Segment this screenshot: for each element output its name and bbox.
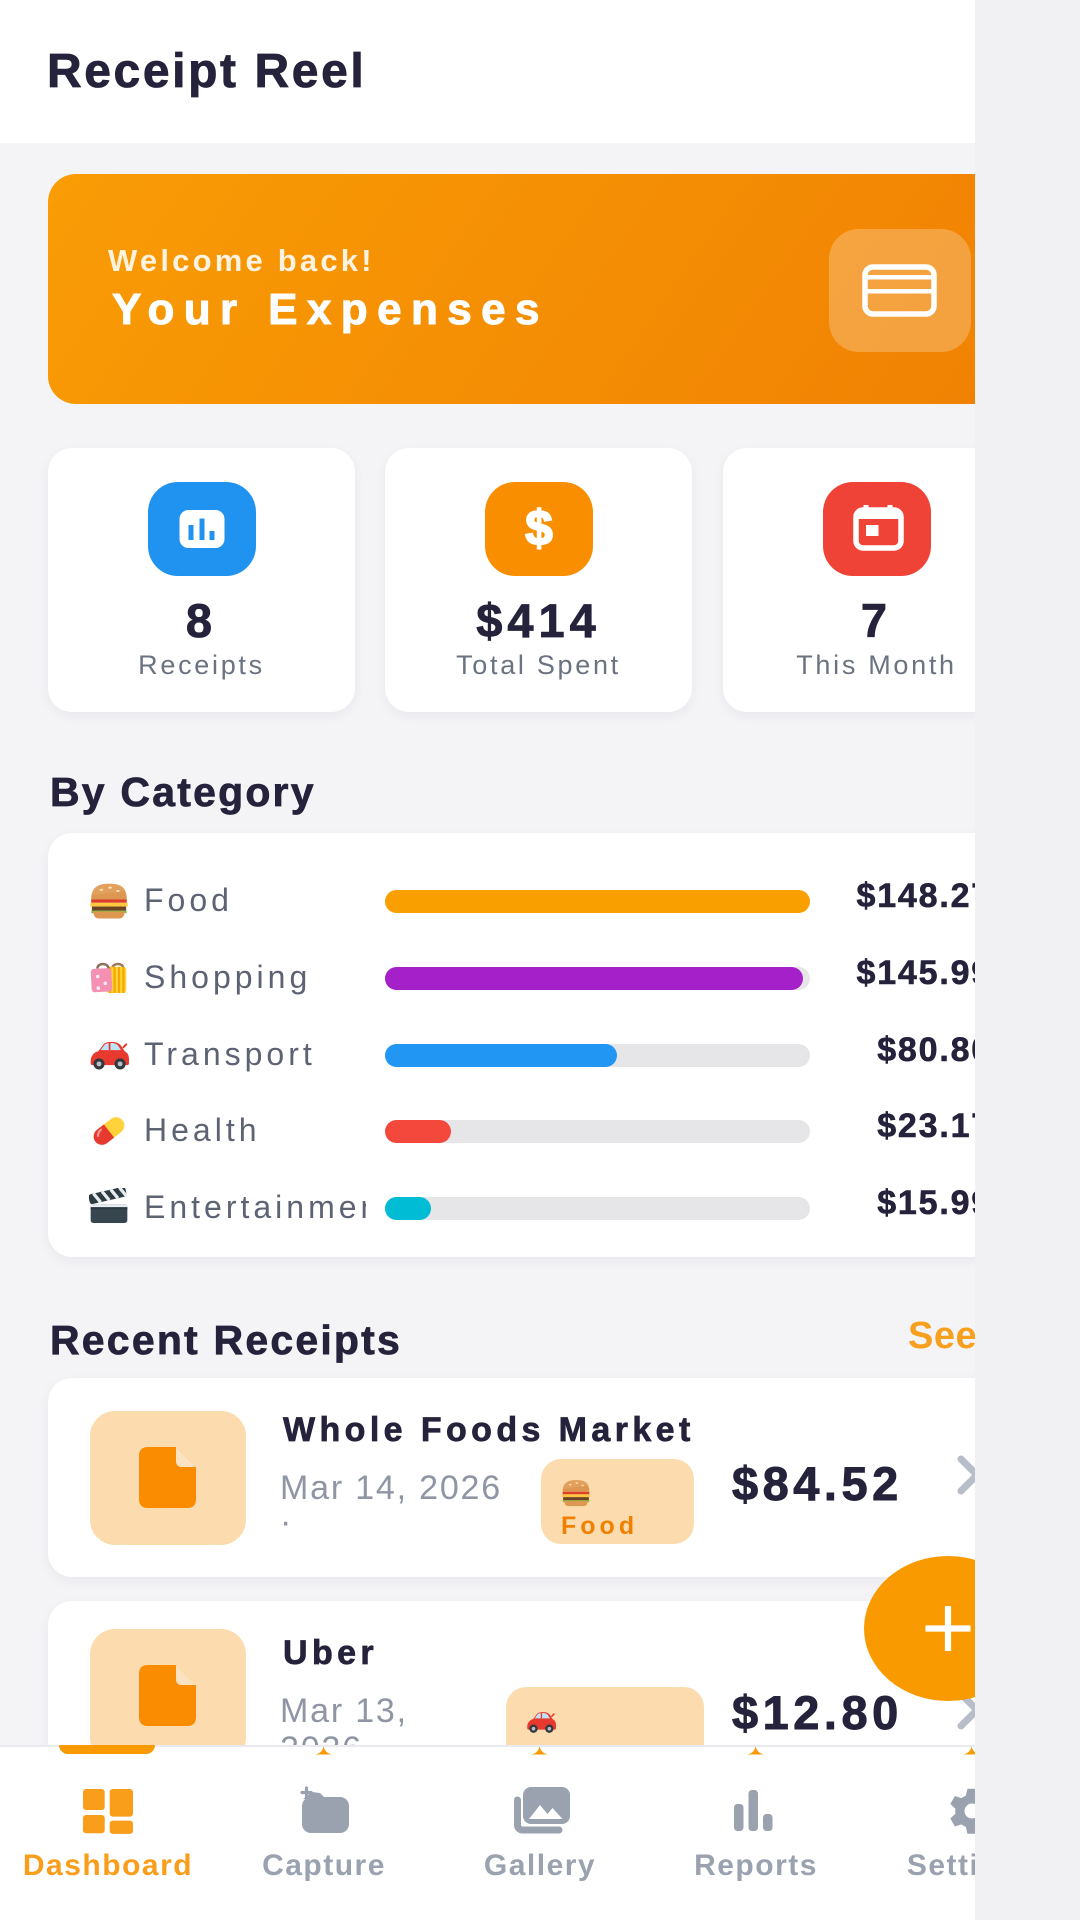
svg-text:$: $ — [525, 502, 552, 556]
